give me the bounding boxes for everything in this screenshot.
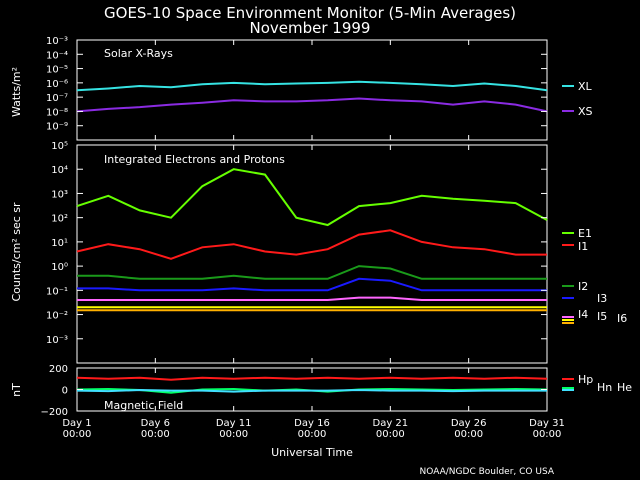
- legend-XS: XS: [578, 105, 593, 118]
- series-line-I1: [76, 229, 547, 260]
- xtick-day: Day 6: [141, 418, 170, 429]
- xray-ytick: 10⁻⁴: [46, 50, 68, 61]
- particles-panel-title: Integrated Electrons and Protons: [104, 153, 285, 166]
- legend-I1: I1: [578, 240, 588, 253]
- particles-ytick: 10⁵: [51, 141, 68, 152]
- series-line-I3: [77, 277, 547, 292]
- credit: NOAA/NGDC Boulder, CO USA: [420, 467, 555, 477]
- xtick-time: 00:00: [533, 429, 562, 440]
- particles-ytick: 10⁻²: [46, 311, 68, 322]
- axis-tick-marks: [76, 39, 548, 412]
- particles-ytick: 10⁰: [51, 262, 68, 273]
- series-line-I4: [77, 296, 547, 301]
- series-line-XS: [76, 97, 548, 113]
- xray-ytick: 10⁻⁶: [46, 79, 68, 90]
- xtick-day: Day 26: [451, 418, 487, 429]
- particles-series: [76, 168, 548, 312]
- legend-Hn: Hn: [597, 381, 612, 394]
- magnetic-ytick: −200: [41, 407, 68, 418]
- magnetic-panel-title: Magnetic Field: [104, 399, 183, 412]
- series-line-He: [76, 388, 547, 393]
- particles-ytick: 10¹: [51, 238, 68, 249]
- xray-ytick: 10⁻⁵: [46, 65, 68, 76]
- xtick-time: 00:00: [219, 429, 248, 440]
- xray-ylabel: Watts/m²: [10, 67, 23, 117]
- legend-E1: E1: [578, 227, 592, 240]
- x-tick-labels: Day 1 Day 6 Day 11 Day 16 Day 21 Day 26 …: [62, 418, 564, 440]
- xtick-day: Day 21: [373, 418, 409, 429]
- xtick-time: 00:00: [298, 429, 327, 440]
- xray-y-tick-labels: 10⁻³ 10⁻⁴ 10⁻⁵ 10⁻⁶ 10⁻⁷ 10⁻⁸ 10⁻⁹: [46, 36, 68, 133]
- series-line-I2: [77, 265, 547, 280]
- legend-Hp: Hp: [578, 373, 593, 386]
- series-line-XL: [76, 80, 548, 92]
- xray-ytick: 10⁻⁹: [46, 122, 68, 133]
- particles-ytick: 10⁴: [51, 165, 68, 176]
- xtick-day: Day 31: [529, 418, 565, 429]
- xtick-time: 00:00: [376, 429, 405, 440]
- particles-y-tick-labels: 10⁵ 10⁴ 10³ 10² 10¹ 10⁰ 10⁻¹ 10⁻² 10⁻³: [46, 141, 68, 346]
- magnetic-y-tick-labels: 200 0 −200: [41, 364, 68, 418]
- magnetic-series: [76, 376, 548, 394]
- magnetic-ytick: 200: [49, 364, 68, 375]
- particles-panel-frame: [76, 144, 548, 364]
- particles-ytick: 10³: [51, 189, 68, 200]
- particles-ytick: 10²: [51, 214, 68, 225]
- legend-I5: I5: [597, 310, 607, 323]
- xray-series: [76, 80, 548, 113]
- legend-XL: XL: [578, 80, 593, 93]
- xtick-day: Day 16: [294, 418, 330, 429]
- xtick-day: Day 11: [216, 418, 252, 429]
- magnetic-ytick: 0: [62, 386, 68, 397]
- particles-ylabel: Counts/cm² sec sr: [10, 202, 23, 302]
- chart-subtitle: November 1999: [250, 19, 371, 37]
- series-line-E1: [76, 168, 548, 227]
- particles-ytick: 10⁻³: [46, 335, 68, 346]
- particles-ytick: 10⁻¹: [46, 286, 68, 297]
- x-axis-label: Universal Time: [271, 446, 353, 459]
- xtick-time: 00:00: [454, 429, 483, 440]
- xray-ytick: 10⁻⁷: [46, 93, 68, 104]
- xray-panel-title: Solar X-Rays: [104, 47, 173, 60]
- legend-I3: I3: [597, 292, 607, 305]
- xtick-time: 00:00: [141, 429, 170, 440]
- legend: XL XS E1 I1 I2 I3 I4 I5 I6 Hp Hn He: [562, 80, 632, 394]
- legend-I2: I2: [578, 280, 588, 293]
- legend-I4: I4: [578, 308, 588, 321]
- xtick-day: Day 1: [62, 418, 91, 429]
- legend-I6: I6: [617, 312, 627, 325]
- xtick-time: 00:00: [63, 429, 92, 440]
- series-line-Hp: [76, 376, 548, 381]
- magnetic-ylabel: nT: [10, 383, 23, 397]
- xray-ytick: 10⁻³: [46, 36, 68, 47]
- chart-title: GOES-10 Space Environment Monitor (5-Min…: [104, 4, 516, 22]
- legend-He: He: [617, 381, 632, 394]
- xray-ytick: 10⁻⁸: [46, 107, 68, 118]
